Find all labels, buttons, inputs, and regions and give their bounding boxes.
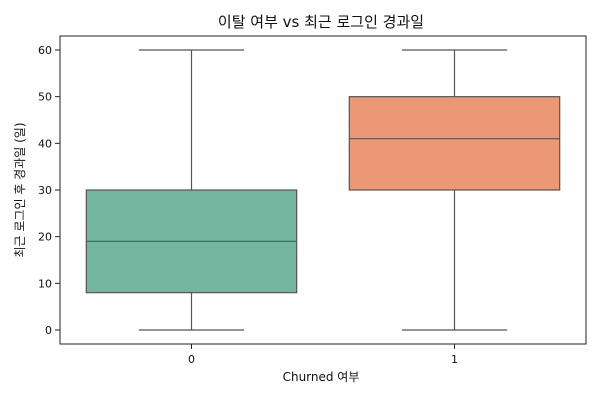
y-tick-label: 20 — [38, 231, 52, 244]
y-tick-label: 40 — [38, 137, 52, 150]
y-tick-label: 10 — [38, 277, 52, 290]
y-tick-label: 30 — [38, 184, 52, 197]
box-group-0 — [85, 49, 298, 331]
chart-title: 이탈 여부 vs 최근 로그인 경과일 — [218, 13, 424, 31]
y-tick-label: 0 — [45, 324, 52, 337]
x-tick-label: 0 — [188, 353, 195, 366]
y-axis-label: 최근 로그인 후 경과일 (일) — [13, 122, 27, 257]
y-axis-ticks: 0 10 20 30 40 50 60 — [38, 44, 60, 337]
box-group-1 — [348, 49, 561, 331]
y-tick-label: 60 — [38, 44, 52, 57]
x-tick-label: 1 — [451, 353, 458, 366]
box-series — [85, 49, 561, 331]
y-tick-label: 50 — [38, 91, 52, 104]
x-axis-label: Churned 여부 — [283, 370, 360, 384]
iqr-box — [348, 96, 561, 191]
